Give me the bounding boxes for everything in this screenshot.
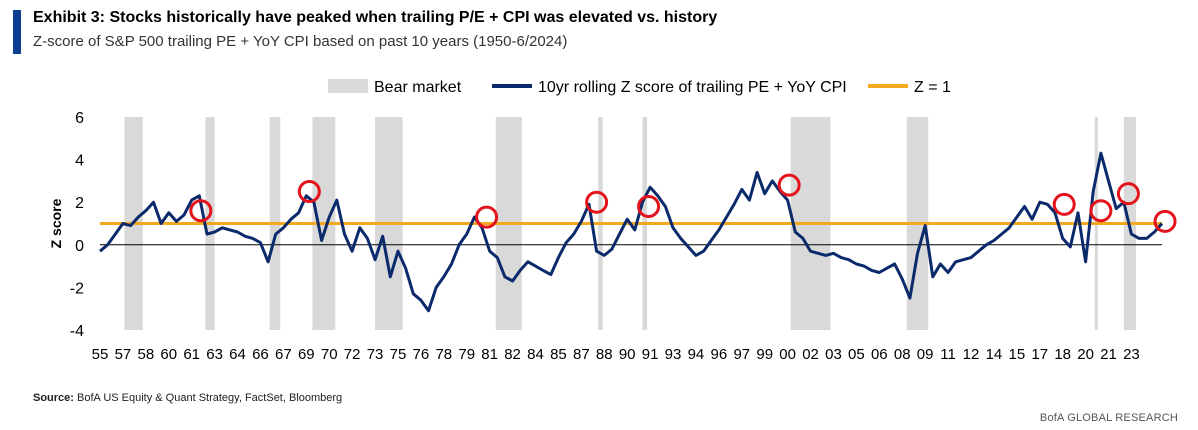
source-label: Source: (33, 392, 74, 404)
x-tick-label: 84 (527, 346, 544, 363)
x-tick-label: 57 (115, 346, 132, 363)
x-tick-label: 21 (1100, 346, 1117, 363)
x-tick-label: 17 (1031, 346, 1048, 363)
x-tick-label: 58 (137, 346, 154, 363)
x-tick-label: 20 (1077, 346, 1094, 363)
x-tick-label: 96 (711, 346, 728, 363)
z-score-series-line (99, 151, 1164, 313)
x-tick-label: 91 (642, 346, 659, 363)
x-tick-label: 06 (871, 346, 888, 363)
y-axis-label: Z score (48, 198, 64, 248)
y-tick-label: 0 (75, 238, 84, 255)
x-tick-label: 73 (367, 346, 384, 363)
x-tick-label: 88 (596, 346, 613, 363)
peak-highlight-circle-3 (585, 190, 609, 214)
x-tick-label: 02 (802, 346, 819, 363)
y-tick-label: 6 (75, 110, 84, 127)
x-tick-label: 55 (92, 346, 109, 363)
x-tick-label: 14 (986, 346, 1003, 363)
legend-label-series: 10yr rolling Z score of trailing PE + Yo… (538, 79, 847, 96)
x-tick-label: 87 (573, 346, 590, 363)
x-tick-label: 79 (458, 346, 475, 363)
x-tick-label: 18 (1054, 346, 1071, 363)
x-tick-label: 70 (321, 346, 338, 363)
title-accent-bar (13, 10, 21, 54)
peak-highlight-circle-7 (1089, 199, 1113, 223)
x-tick-label: 05 (848, 346, 865, 363)
x-tick-label: 11 (940, 346, 956, 363)
x-tick-label: 61 (183, 346, 200, 363)
peak-highlight-circle-8 (1116, 182, 1140, 206)
y-tick-label: 4 (75, 153, 84, 170)
legend-swatch-bear (328, 79, 368, 93)
x-tick-label: 12 (963, 346, 980, 363)
x-tick-label: 00 (779, 346, 796, 363)
y-tick-label: -4 (70, 323, 84, 340)
x-tick-label: 72 (344, 346, 361, 363)
legend-label-threshold: Z = 1 (914, 79, 951, 96)
x-tick-label: 82 (504, 346, 521, 363)
x-tick-label: 76 (413, 346, 430, 363)
peak-highlight-circle-5 (777, 173, 801, 197)
source-text: BofA US Equity & Quant Strategy, FactSet… (73, 392, 343, 404)
y-tick-label: 2 (75, 195, 84, 212)
x-tick-label: 67 (275, 346, 292, 363)
x-tick-label: 85 (550, 346, 567, 363)
peak-highlight-circle-0 (189, 199, 213, 223)
x-tick-label: 94 (688, 346, 705, 363)
x-tick-label: 63 (206, 346, 223, 363)
peak-highlight-circle-4 (637, 194, 661, 218)
x-tick-label: 64 (229, 346, 246, 363)
chart-subtitle: Z-score of S&P 500 trailing PE + YoY CPI… (33, 33, 568, 50)
x-tick-label: 93 (665, 346, 682, 363)
x-tick-label: 23 (1123, 346, 1140, 363)
x-tick-label: 09 (917, 346, 934, 363)
x-tick-label: 69 (298, 346, 315, 363)
peak-highlight-circle-9 (1153, 209, 1177, 233)
x-tick-label: 99 (756, 346, 773, 363)
peak-highlight-circle-1 (297, 180, 321, 204)
peak-highlight-circle-6 (1052, 192, 1076, 216)
brand-label: BofA GLOBAL RESEARCH (1039, 412, 1178, 424)
x-tick-label: 03 (825, 346, 842, 363)
x-tick-label: 08 (894, 346, 911, 363)
source-note: Source: BofA US Equity & Quant Strategy,… (33, 392, 342, 404)
x-tick-label: 75 (390, 346, 407, 363)
x-tick-label: 81 (481, 346, 498, 363)
legend-label-bear: Bear market (374, 79, 462, 96)
peak-highlight-circle-2 (475, 205, 499, 229)
x-tick-label: 78 (435, 346, 452, 363)
chart-title: Exhibit 3: Stocks historically have peak… (33, 9, 718, 26)
x-tick-label: 60 (160, 346, 177, 363)
x-tick-label: 66 (252, 346, 269, 363)
y-tick-label: -2 (70, 280, 84, 297)
x-tick-label: 97 (733, 346, 750, 363)
x-tick-label: 90 (619, 346, 636, 363)
x-tick-label: 15 (1008, 346, 1025, 363)
